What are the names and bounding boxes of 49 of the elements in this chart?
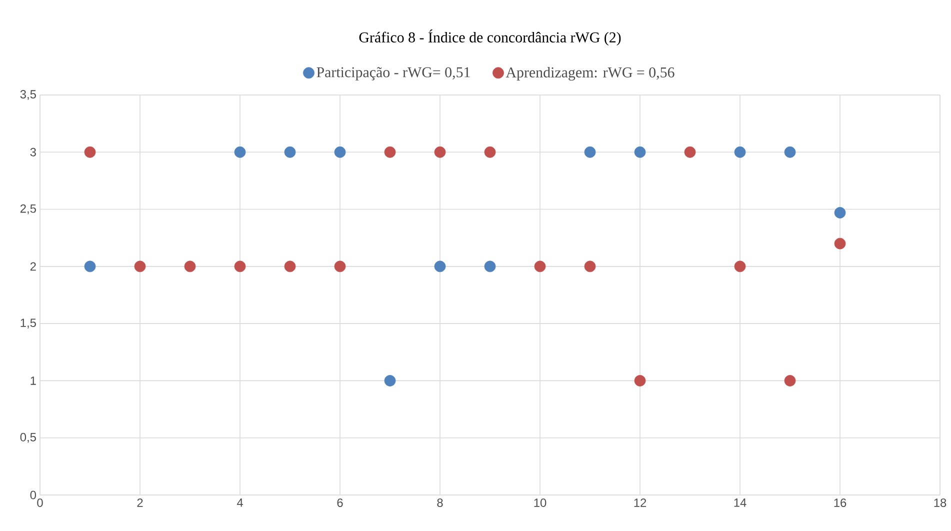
point — [84, 146, 96, 158]
point — [384, 375, 396, 386]
y-tick-label: 1 — [30, 376, 36, 385]
point — [284, 260, 296, 272]
chart-title: Gráfico 8 - Índice de concordância rWG (2) — [359, 29, 621, 46]
x-tick-label: 16 — [834, 498, 846, 507]
point — [634, 375, 646, 386]
legend-label: Aprendizagem: rWG = 0,56 — [506, 66, 674, 81]
y-tick-label: 0 — [30, 490, 36, 500]
point — [484, 260, 496, 272]
point — [784, 146, 796, 158]
x-tick-label: 2 — [137, 498, 143, 507]
y-tick-label: 2 — [30, 262, 36, 271]
point — [434, 146, 446, 158]
point — [584, 146, 596, 158]
point — [834, 207, 846, 218]
point — [534, 260, 546, 272]
point — [84, 260, 96, 272]
point — [234, 260, 246, 272]
y-tick-label: 3 — [30, 148, 36, 156]
point — [334, 146, 346, 158]
point — [134, 260, 146, 272]
point — [634, 146, 646, 158]
y-tick-label: 0,5 — [20, 432, 36, 443]
y-tick-label: 1,5 — [20, 318, 36, 328]
point — [234, 146, 246, 158]
x-tick-label: 4 — [236, 498, 243, 507]
x-tick-label: 14 — [734, 498, 746, 507]
legend-label: Participação - rWG= 0,51 — [316, 67, 470, 80]
x-tick-label: 6 — [337, 498, 343, 507]
y-tick-label: 3,5 — [20, 90, 36, 100]
x-tick-label: 8 — [437, 498, 443, 507]
x-tick-label: 10 — [534, 498, 546, 507]
point — [834, 238, 846, 250]
point — [734, 146, 746, 158]
point — [734, 260, 746, 272]
point — [684, 146, 696, 158]
point — [584, 260, 596, 272]
y-tick-label: 2,5 — [20, 204, 36, 214]
point — [284, 146, 296, 158]
x-tick-label: 18 — [934, 498, 946, 507]
point — [384, 146, 396, 158]
x-tick-label: 12 — [634, 498, 646, 507]
point — [184, 260, 196, 272]
x-tick-label: 0 — [37, 498, 43, 507]
point — [434, 260, 446, 272]
point — [784, 375, 796, 386]
point — [334, 260, 346, 272]
point — [484, 146, 496, 158]
